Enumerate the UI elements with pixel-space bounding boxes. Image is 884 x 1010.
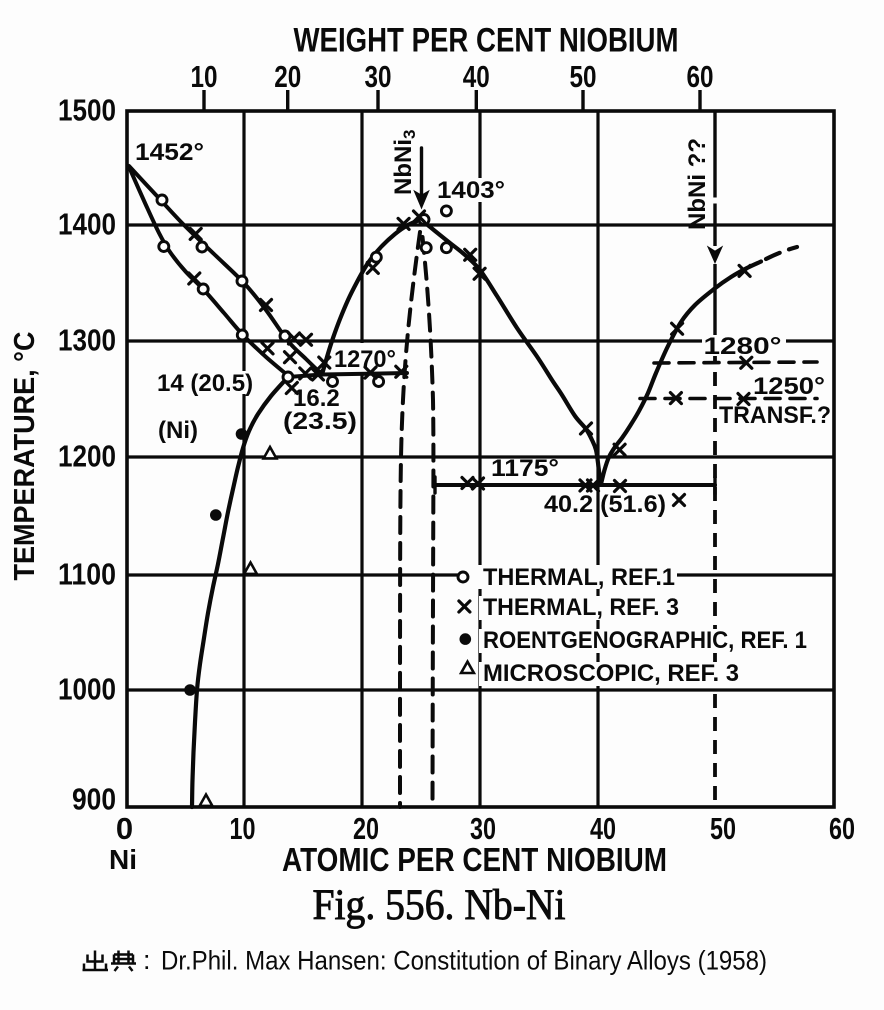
svg-text:MICROSCOPIC, REF. 3: MICROSCOPIC, REF. 3 xyxy=(483,660,739,687)
svg-text:0: 0 xyxy=(116,811,133,846)
svg-text:1300: 1300 xyxy=(58,323,116,358)
svg-text:1270°: 1270° xyxy=(334,346,396,373)
svg-text:(23.5): (23.5) xyxy=(283,408,357,435)
svg-text:1175°: 1175° xyxy=(491,455,559,482)
svg-text:TRANSF.?: TRANSF.? xyxy=(719,402,831,429)
svg-text:1500: 1500 xyxy=(58,93,116,128)
svg-text:40: 40 xyxy=(590,811,616,846)
svg-text:40.2 (51.6): 40.2 (51.6) xyxy=(544,491,666,518)
svg-text:50: 50 xyxy=(710,811,736,846)
svg-text:(Ni): (Ni) xyxy=(158,417,198,444)
svg-text:ROENTGENOGRAPHIC, REF. 1: ROENTGENOGRAPHIC, REF. 1 xyxy=(483,627,807,654)
svg-text:WEIGHT PER CENT NIOBIUM: WEIGHT PER CENT NIOBIUM xyxy=(294,22,679,60)
svg-text:60: 60 xyxy=(829,811,855,846)
svg-text:Ni: Ni xyxy=(109,844,137,875)
svg-text:1100: 1100 xyxy=(58,557,116,592)
svg-text:30: 30 xyxy=(365,59,392,94)
svg-text:1452°: 1452° xyxy=(135,139,204,166)
svg-text:Dr.Phil. Max Hansen: Constitut: Dr.Phil. Max Hansen: Constitution of Bin… xyxy=(161,946,767,976)
svg-text:20: 20 xyxy=(353,811,379,846)
svg-text:1400: 1400 xyxy=(58,207,116,242)
svg-text:TEMPERATURE, °C: TEMPERATURE, °C xyxy=(9,331,41,580)
svg-text:Fig. 556. Nb-Ni: Fig. 556. Nb-Ni xyxy=(313,882,566,929)
svg-text:ATOMIC PER CENT NIOBIUM: ATOMIC PER CENT NIOBIUM xyxy=(282,841,667,878)
svg-text:16.2: 16.2 xyxy=(293,385,340,412)
svg-text:30: 30 xyxy=(470,811,496,846)
svg-text:900: 900 xyxy=(72,782,116,817)
svg-text:1250°: 1250° xyxy=(753,373,825,400)
svg-text:1200: 1200 xyxy=(58,439,116,474)
svg-text:20: 20 xyxy=(274,59,301,94)
svg-text:1000: 1000 xyxy=(58,672,116,707)
svg-text:NbNi3: NbNi3 xyxy=(390,130,419,195)
svg-text:10: 10 xyxy=(191,59,218,94)
svg-text:THERMAL, REF.1: THERMAL, REF.1 xyxy=(483,564,675,591)
svg-text:THERMAL, REF. 3: THERMAL, REF. 3 xyxy=(483,594,679,621)
svg-text:40: 40 xyxy=(463,59,490,94)
svg-text:1280°: 1280° xyxy=(704,333,782,360)
svg-text:50: 50 xyxy=(570,59,597,94)
svg-text::: : xyxy=(143,945,151,975)
svg-text:NbNi ??: NbNi ?? xyxy=(684,138,711,230)
svg-text:60: 60 xyxy=(687,59,714,94)
svg-text:14 (20.5): 14 (20.5) xyxy=(157,370,253,397)
svg-text:10: 10 xyxy=(230,811,256,846)
svg-text:1403°: 1403° xyxy=(437,177,505,204)
